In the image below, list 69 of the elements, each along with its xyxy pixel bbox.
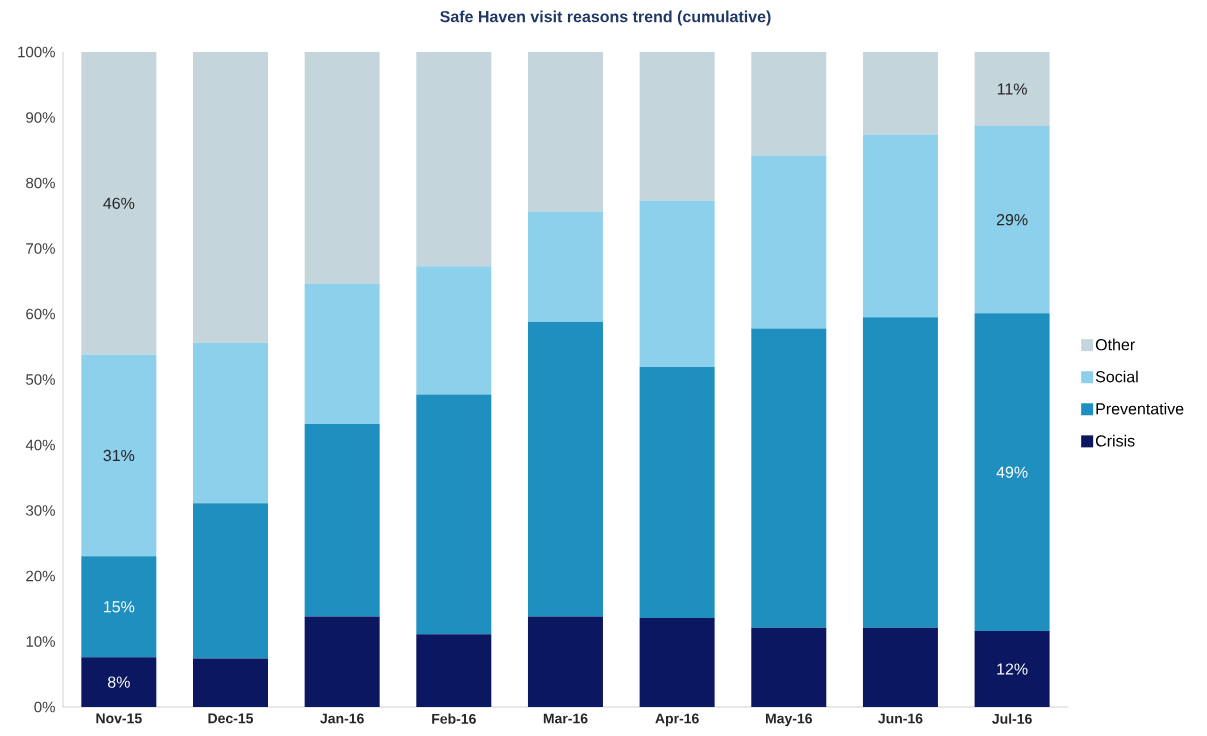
data-label: 8%	[107, 676, 130, 688]
bar	[751, 51, 827, 156]
y-tick-label: 40%	[25, 439, 55, 451]
y-tick-label: 0%	[34, 701, 55, 713]
bar	[751, 627, 827, 707]
y-tick-label: 50%	[26, 374, 55, 385]
y-tick-label: 100%	[18, 46, 55, 58]
bar	[639, 51, 715, 201]
x-tick-label: Apr-16	[655, 713, 699, 727]
x-tick-label: Jun-16	[878, 713, 923, 724]
x-tick-label: Jan-16	[320, 713, 364, 724]
x-tick-label: Feb-16	[432, 713, 476, 724]
bar	[416, 266, 492, 395]
bar	[416, 51, 492, 267]
bar	[862, 317, 938, 628]
bar	[304, 616, 380, 707]
bar	[81, 354, 157, 557]
bar	[304, 51, 380, 284]
bar	[81, 51, 157, 355]
bar	[527, 616, 603, 707]
y-tick-label: 30%	[26, 505, 55, 516]
data-label: 11%	[997, 83, 1027, 95]
bar	[862, 51, 938, 135]
x-tick-label: Dec-15	[208, 713, 254, 724]
chart-title: Safe Haven visit reasons trend (cumulative)	[440, 10, 771, 26]
bar	[639, 367, 715, 618]
bar	[862, 134, 938, 318]
legend-label: Crisis	[1095, 434, 1135, 447]
bar	[862, 627, 938, 707]
bar	[192, 658, 268, 707]
bar	[416, 634, 492, 707]
x-tick-label: May-16	[765, 713, 812, 727]
x-tick-label: Mar-16	[543, 713, 588, 724]
y-tick-label: 90%	[26, 112, 55, 123]
bar	[974, 51, 1050, 127]
bar	[751, 155, 827, 329]
bar	[527, 211, 603, 322]
y-tick-label: 70%	[26, 243, 55, 254]
x-tick-label: Jul-16	[992, 713, 1032, 724]
bar	[974, 126, 1050, 314]
bar	[974, 313, 1050, 632]
data-label: 31%	[103, 449, 135, 462]
bar	[751, 328, 827, 628]
bar	[304, 283, 380, 425]
bar	[192, 342, 268, 504]
data-label: 49%	[996, 466, 1028, 478]
data-label: 12%	[997, 663, 1028, 675]
legend-label: Other	[1095, 338, 1135, 351]
bar	[639, 617, 715, 707]
bar	[192, 51, 268, 343]
y-tick-label: 60%	[26, 308, 55, 320]
bar	[81, 556, 157, 658]
bar	[527, 321, 603, 617]
bar	[974, 631, 1050, 707]
bar	[527, 51, 603, 212]
bar	[416, 394, 492, 635]
bar	[192, 503, 268, 659]
legend-label: Social	[1095, 370, 1138, 383]
data-label: 15%	[104, 601, 135, 613]
y-tick-label: 20%	[26, 570, 55, 582]
bar	[304, 424, 380, 617]
bar	[81, 657, 157, 707]
legend-label: Preventative	[1096, 402, 1184, 415]
data-label: 46%	[103, 197, 135, 209]
bar	[639, 200, 715, 368]
y-tick-label: 80%	[26, 177, 55, 189]
y-tick-label: 10%	[26, 636, 55, 647]
x-tick-label: Nov-15	[96, 713, 142, 724]
data-label: 29%	[996, 214, 1028, 226]
